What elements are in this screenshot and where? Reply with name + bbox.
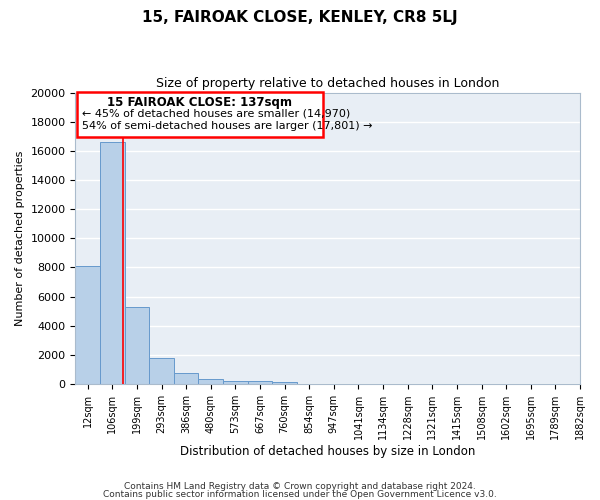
Bar: [199, 380, 223, 384]
Bar: [100, 142, 125, 384]
Bar: [125, 306, 149, 384]
Text: Contains HM Land Registry data © Crown copyright and database right 2024.: Contains HM Land Registry data © Crown c…: [124, 482, 476, 491]
Y-axis label: Number of detached properties: Number of detached properties: [15, 150, 25, 326]
Title: Size of property relative to detached houses in London: Size of property relative to detached ho…: [156, 78, 499, 90]
Text: ← 45% of detached houses are smaller (14,970): ← 45% of detached houses are smaller (14…: [82, 108, 350, 118]
Bar: [174, 373, 199, 384]
Bar: [76, 266, 100, 384]
Bar: [149, 358, 174, 384]
Bar: [248, 381, 272, 384]
Bar: [223, 381, 248, 384]
Text: Contains public sector information licensed under the Open Government Licence v3: Contains public sector information licen…: [103, 490, 497, 499]
Text: 54% of semi-detached houses are larger (17,801) →: 54% of semi-detached houses are larger (…: [82, 122, 372, 132]
Bar: [272, 382, 297, 384]
FancyBboxPatch shape: [77, 92, 323, 136]
Text: 15, FAIROAK CLOSE, KENLEY, CR8 5LJ: 15, FAIROAK CLOSE, KENLEY, CR8 5LJ: [142, 10, 458, 25]
Text: 15 FAIROAK CLOSE: 137sqm: 15 FAIROAK CLOSE: 137sqm: [107, 96, 292, 109]
X-axis label: Distribution of detached houses by size in London: Distribution of detached houses by size …: [180, 444, 475, 458]
